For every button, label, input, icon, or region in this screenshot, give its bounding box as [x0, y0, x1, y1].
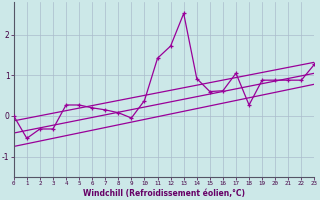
X-axis label: Windchill (Refroidissement éolien,°C): Windchill (Refroidissement éolien,°C): [83, 189, 245, 198]
